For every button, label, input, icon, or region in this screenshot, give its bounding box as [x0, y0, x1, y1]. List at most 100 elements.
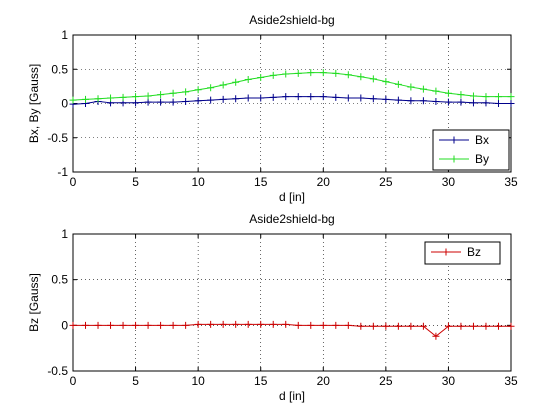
data-point-bx	[219, 95, 227, 103]
data-point-bz	[382, 322, 390, 330]
data-point-bz	[107, 321, 115, 329]
data-point-bz	[182, 321, 190, 329]
data-point-by	[144, 92, 152, 100]
data-point-bx	[132, 99, 140, 107]
y-tick-label: 1	[61, 227, 68, 241]
y-axis-label: Bz [Gauss]	[27, 273, 41, 332]
data-point-bx	[432, 97, 440, 105]
data-point-bz	[319, 321, 327, 329]
x-tick-label: 5	[132, 175, 139, 189]
data-point-by	[282, 70, 290, 78]
data-point-by	[294, 69, 302, 77]
data-point-bx	[232, 95, 240, 103]
legend: Bz	[424, 241, 501, 265]
x-tick-label: 0	[70, 374, 77, 388]
data-point-bx	[207, 96, 215, 104]
data-point-bx	[332, 93, 340, 101]
data-point-bz	[344, 321, 352, 329]
data-point-bx	[282, 93, 290, 101]
data-point-by	[69, 96, 77, 104]
data-point-bx	[307, 93, 315, 101]
data-point-bz	[169, 321, 177, 329]
data-point-bx	[194, 97, 202, 105]
data-point-by	[132, 93, 140, 101]
data-point-by	[307, 69, 315, 77]
data-point-by	[394, 80, 402, 88]
legend-label-bx: Bx	[475, 133, 489, 147]
chart-title: Aside2shield-bg	[249, 212, 334, 226]
legend: Bx By	[432, 129, 510, 171]
data-point-bz	[357, 322, 365, 330]
data-point-by	[469, 92, 477, 100]
data-point-bz	[94, 321, 102, 329]
data-point-bx	[457, 98, 465, 106]
data-point-by	[332, 69, 340, 77]
data-point-bz	[457, 322, 465, 330]
y-tick-label: 0	[61, 318, 68, 332]
y-axis-label: Bx, By [Gauss]	[27, 64, 41, 143]
data-point-bz	[507, 322, 515, 330]
data-point-bx	[382, 95, 390, 103]
data-point-bz	[494, 322, 502, 330]
x-tick-label: 25	[379, 175, 393, 189]
data-point-bz	[294, 321, 302, 329]
data-point-bz	[132, 321, 140, 329]
y-tick-label: -0.5	[47, 364, 68, 378]
data-point-bz	[282, 320, 290, 328]
data-point-by	[82, 95, 90, 103]
series-bx	[69, 93, 515, 108]
legend-marker-bx	[450, 136, 458, 144]
data-point-bx	[144, 98, 152, 106]
legend-marker-by	[450, 155, 458, 163]
chart-bottom: 0 5 10 15 20 25 30 3510.50-0.5Aside2shield-bgd …	[27, 212, 518, 403]
data-point-bx	[419, 97, 427, 105]
legend-box	[432, 129, 510, 171]
data-point-by	[232, 78, 240, 86]
data-point-bz	[119, 321, 127, 329]
data-point-bx	[494, 100, 502, 107]
data-point-by	[432, 87, 440, 95]
x-axis-label: d [in]	[279, 190, 305, 204]
x-tick-label: 10	[191, 374, 205, 388]
series-by	[69, 69, 515, 104]
data-point-bx	[469, 99, 477, 107]
y-tick-label: 1	[61, 28, 68, 42]
data-point-by	[482, 93, 490, 101]
data-point-bz	[269, 320, 277, 328]
data-point-bx	[157, 98, 165, 106]
data-point-bz	[419, 322, 427, 330]
data-point-bx	[169, 98, 177, 106]
data-point-bz	[219, 320, 227, 328]
data-point-bx	[269, 93, 277, 101]
data-point-by	[444, 89, 452, 97]
data-point-by	[419, 85, 427, 93]
data-point-bz	[144, 321, 152, 329]
y-tick-label: 0.5	[51, 273, 68, 287]
data-point-by	[319, 69, 327, 77]
data-point-by	[169, 89, 177, 97]
data-point-bz	[307, 321, 315, 329]
data-point-by	[119, 93, 127, 101]
data-point-bx	[482, 99, 490, 107]
data-point-by	[94, 95, 102, 103]
x-tick-label: 0	[70, 175, 77, 189]
data-point-bx	[444, 98, 452, 106]
data-point-bz	[232, 320, 240, 328]
data-point-bz	[244, 320, 252, 328]
legend-marker-bz	[442, 248, 450, 256]
data-point-bz	[469, 322, 477, 330]
data-point-bx	[507, 100, 515, 107]
data-point-by	[344, 71, 352, 79]
data-point-by	[107, 94, 115, 102]
data-point-bx	[182, 97, 190, 105]
data-point-by	[457, 91, 465, 99]
x-tick-label: 30	[442, 175, 456, 189]
legend-label-bz: Bz	[467, 245, 481, 259]
x-tick-label: 15	[254, 374, 268, 388]
data-point-by	[357, 73, 365, 81]
y-tick-label: 0.5	[51, 62, 68, 76]
data-point-bz	[407, 322, 415, 330]
chart-title: Aside2shield-bg	[249, 13, 334, 27]
y-tick-label: -1	[57, 165, 68, 179]
